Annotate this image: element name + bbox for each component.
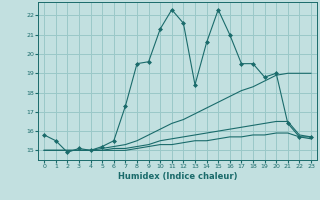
X-axis label: Humidex (Indice chaleur): Humidex (Indice chaleur) xyxy=(118,172,237,181)
